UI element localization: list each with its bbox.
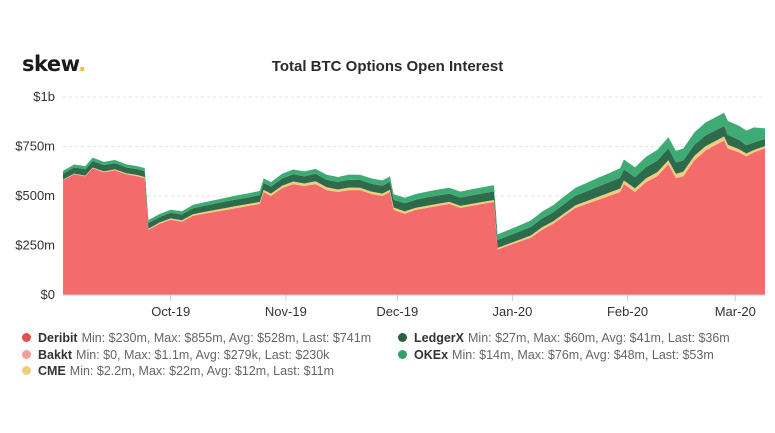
y-tick-label: $0 xyxy=(41,287,55,302)
x-tick-label: Jan-20 xyxy=(493,304,533,319)
skew-logo: skew. xyxy=(22,52,86,76)
logo-text: skew xyxy=(22,52,79,76)
x-tick-label: Mar-20 xyxy=(715,304,756,319)
chart-title: Total BTC Options Open Interest xyxy=(271,58,504,75)
y-tick-label: $500m xyxy=(15,188,55,203)
stacked-areas xyxy=(63,112,765,295)
x-tick-label: Feb-20 xyxy=(607,304,648,319)
logo-dot: . xyxy=(78,52,86,76)
area-series-deribit xyxy=(63,140,765,295)
x-tick-label: Nov-19 xyxy=(265,304,307,319)
y-tick-label: $1b xyxy=(33,89,55,104)
x-tick-label: Oct-19 xyxy=(151,304,190,319)
axes: $0 $250m $500m $750m $1b Oct-19 Nov-19 Dec-19 Ja… xyxy=(15,89,765,319)
y-tick-label: $250m xyxy=(15,238,55,253)
y-tick-label: $750m xyxy=(15,139,55,154)
x-tick-label: Dec-19 xyxy=(376,304,418,319)
